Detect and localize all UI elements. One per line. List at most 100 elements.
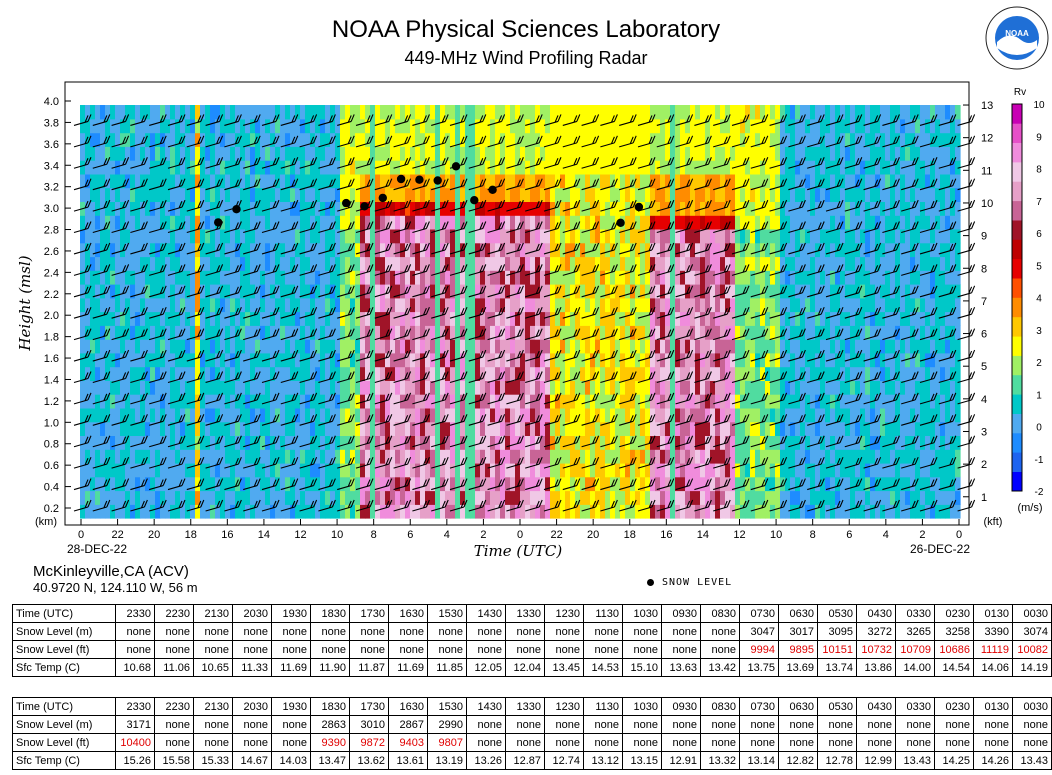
colorbar-swatch xyxy=(1012,432,1022,453)
y-tick-label-kft: 13 xyxy=(981,100,993,112)
x-tick-label: 22 xyxy=(111,529,123,541)
table-cell: 11.90 xyxy=(310,658,350,677)
snow-level-legend: SNOW LEVEL xyxy=(647,577,732,588)
table-cell: 1330 xyxy=(505,697,545,716)
table-cell: none xyxy=(466,715,506,734)
table-cell: 14.06 xyxy=(973,658,1013,677)
table-cell: 0230 xyxy=(934,604,974,623)
table-cell: 2230 xyxy=(154,697,194,716)
colorbar-tick: -1 xyxy=(1035,455,1044,466)
y-tick-label-kft: 4 xyxy=(981,394,987,406)
station-name: McKinleyville,CA (ACV) xyxy=(33,563,189,580)
table-cell: 1230 xyxy=(544,604,584,623)
colorbar-tick: -2 xyxy=(1035,487,1044,498)
table-cell: 10400 xyxy=(115,733,155,752)
colorbar-swatch xyxy=(1012,200,1022,221)
table-cell: none xyxy=(193,622,233,641)
table-cell: 0730 xyxy=(739,697,779,716)
table-cell: 13.62 xyxy=(349,751,389,770)
table-cell: none xyxy=(427,640,467,659)
row-label: Snow Level (ft) xyxy=(12,733,116,752)
table-cell: 3074 xyxy=(1012,622,1052,641)
y-tick-label: 3.2 xyxy=(44,182,59,194)
table-cell: none xyxy=(154,640,194,659)
table-cell: none xyxy=(466,622,506,641)
x-tick-label: 2 xyxy=(919,529,925,541)
table-cell: 2330 xyxy=(115,604,155,623)
x-tick-label: 4 xyxy=(444,529,450,541)
y-tick-label: 0.4 xyxy=(44,482,59,494)
table-cell: 0530 xyxy=(817,697,857,716)
x-axis-title: Time (UTC) xyxy=(474,542,563,560)
table-cell: 1630 xyxy=(388,604,428,623)
y-tick-label-kft: 10 xyxy=(981,198,993,210)
date-left: 28-DEC-22 xyxy=(67,542,127,556)
table-cell: none xyxy=(661,640,701,659)
table-cell: 12.04 xyxy=(505,658,545,677)
table-cell: 1130 xyxy=(583,604,623,623)
table-cell: none xyxy=(310,640,350,659)
row-label: Time (UTC) xyxy=(12,697,116,716)
colorbar-swatch xyxy=(1012,239,1022,260)
colorbar-tick: 8 xyxy=(1036,165,1042,176)
table-cell: none xyxy=(154,715,194,734)
table-cell: 11.87 xyxy=(349,658,389,677)
x-tick-label: 8 xyxy=(810,529,816,541)
snow-level-point xyxy=(396,174,406,184)
table-cell: 14.53 xyxy=(583,658,623,677)
table-cell: 10082 xyxy=(1012,640,1052,659)
table-cell: 1830 xyxy=(310,697,350,716)
table-cell: none xyxy=(271,715,311,734)
table-cell: none xyxy=(856,715,896,734)
snow-level-point xyxy=(378,193,387,203)
y-tick-label-kft: 12 xyxy=(981,133,993,145)
table-cell: none xyxy=(1012,733,1052,752)
table-cell: 13.86 xyxy=(856,658,896,677)
table-cell: 13.63 xyxy=(661,658,701,677)
table-cell: 12.91 xyxy=(661,751,701,770)
table-cell: none xyxy=(505,640,545,659)
snow-level-point xyxy=(470,196,479,205)
table-cell: 13.61 xyxy=(388,751,428,770)
table-cell: none xyxy=(700,715,740,734)
y-tick-label: 2.0 xyxy=(44,310,59,322)
table-row: Snow Level (ft) 10400 none none none none 9390… xyxy=(12,733,1052,752)
table-cell: 2130 xyxy=(193,697,233,716)
table-row: Snow Level (m) 3171 none none none none 2863 30… xyxy=(12,715,1052,734)
table-cell: 14.67 xyxy=(232,751,272,770)
y-tick-label: 2.2 xyxy=(44,289,59,301)
table-cell: 10151 xyxy=(817,640,857,659)
snow-level-point xyxy=(451,162,461,171)
table-row: Time (UTC) 2330 2230 2130 2030 1930 1830 1730 16… xyxy=(12,604,1052,623)
table-cell: none xyxy=(622,715,662,734)
table-cell: 13.12 xyxy=(583,751,623,770)
table-cell: 13.43 xyxy=(895,751,935,770)
table-cell: 13.43 xyxy=(1012,751,1052,770)
table-cell: none xyxy=(388,622,428,641)
x-tick-label: 6 xyxy=(846,529,852,541)
y-tick-label: 1.0 xyxy=(44,417,59,429)
table-cell: none xyxy=(154,622,194,641)
wind-barbs xyxy=(73,114,976,512)
snow-level-point xyxy=(360,202,369,211)
y-unit-left: (km) xyxy=(35,516,57,528)
table-cell: 9895 xyxy=(778,640,818,659)
table-cell: 0730 xyxy=(739,604,779,623)
page-subtitle: 449-MHz Wind Profiling Radar xyxy=(404,48,648,68)
table-cell: none xyxy=(232,733,272,752)
row-label: Time (UTC) xyxy=(12,604,116,623)
table-cell: none xyxy=(505,622,545,641)
table-cell: 10.68 xyxy=(115,658,155,677)
table-cell: none xyxy=(154,733,194,752)
x-tick-label: 8 xyxy=(371,529,377,541)
snow-level-table-2: Time (UTC) 2330 2230 2130 2030 1930 1830 1730 16… xyxy=(12,697,1052,770)
table-cell: 12.78 xyxy=(817,751,857,770)
table-cell: 1430 xyxy=(466,604,506,623)
y-unit-right: (kft) xyxy=(984,516,1003,528)
table-cell: none xyxy=(349,622,389,641)
date-right: 26-DEC-22 xyxy=(910,542,970,556)
table-cell: 11.69 xyxy=(271,658,311,677)
table-cell: 2030 xyxy=(232,697,272,716)
table-cell: 11119 xyxy=(973,640,1013,659)
table-cell: 1930 xyxy=(271,604,311,623)
